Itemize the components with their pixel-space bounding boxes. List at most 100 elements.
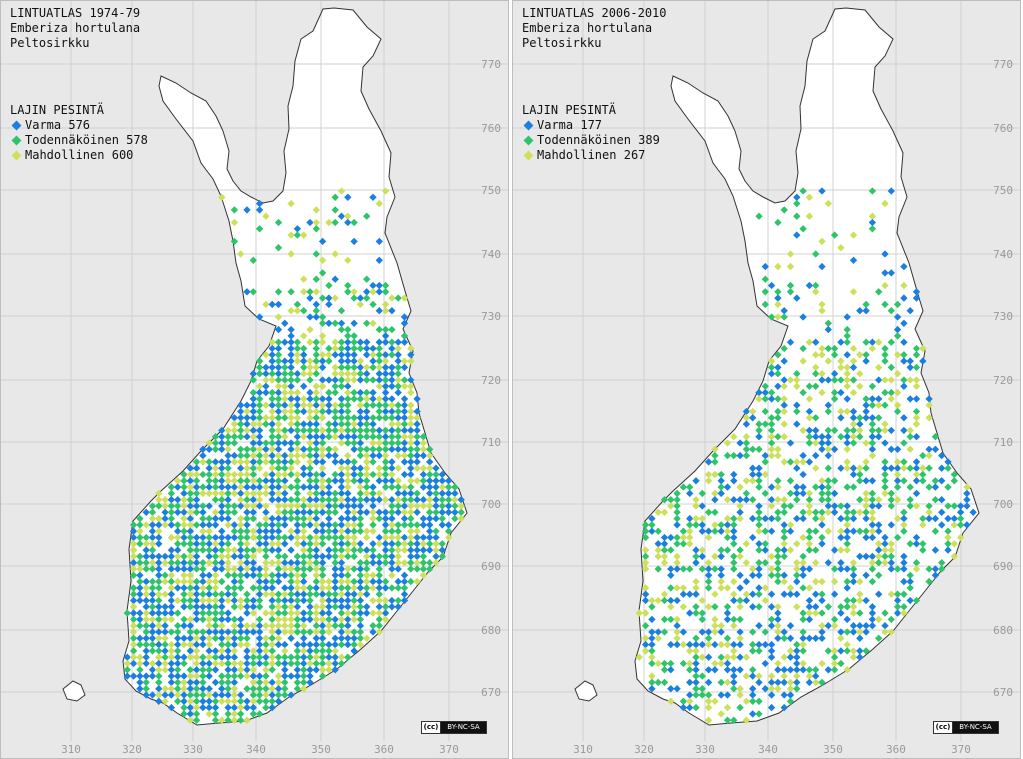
observation-dot <box>862 395 870 403</box>
observation-dot <box>805 193 814 201</box>
observation-dot <box>312 433 320 441</box>
observation-dot <box>268 376 276 384</box>
observation-dot <box>426 464 434 472</box>
observation-dot <box>893 596 902 605</box>
observation-dot <box>249 483 257 491</box>
observation-dot <box>723 634 732 642</box>
observation-dot <box>180 521 188 529</box>
observation-dot <box>274 483 283 491</box>
observation-dot <box>174 508 182 516</box>
cc-logo-icon: (cc) <box>422 722 441 733</box>
observation-dot <box>660 590 669 598</box>
observation-dot <box>931 546 940 554</box>
observation-dot <box>230 508 239 516</box>
observation-dot <box>849 414 858 422</box>
observation-dot <box>774 552 782 561</box>
observation-dot <box>300 666 308 674</box>
observation-dot <box>224 552 232 561</box>
observation-dot <box>381 603 390 611</box>
observation-dot <box>818 590 826 598</box>
observation-dot <box>717 565 725 573</box>
observation-dot <box>363 577 371 586</box>
observation-dot <box>262 559 270 567</box>
observation-dot <box>805 439 814 447</box>
observation-dot <box>363 445 371 453</box>
observation-dot <box>407 489 415 498</box>
observation-dot <box>667 584 675 592</box>
observation-dot <box>774 514 782 523</box>
observation-dot <box>799 187 807 195</box>
observation-dot <box>180 559 188 567</box>
observation-dot <box>887 546 895 554</box>
observation-dot <box>237 464 245 472</box>
observation-dot <box>818 533 826 542</box>
observation-dot <box>306 666 314 674</box>
observation-dot <box>344 433 352 441</box>
observation-dot <box>363 559 371 567</box>
observation-dot <box>300 552 308 561</box>
y-tick-label: 670 <box>481 686 501 699</box>
observation-dot <box>692 559 700 567</box>
observation-dot <box>255 697 264 705</box>
observation-dot <box>350 395 358 403</box>
observation-dot <box>830 231 839 239</box>
observation-dot <box>312 414 320 422</box>
observation-dot <box>300 470 308 479</box>
observation-dot <box>174 596 182 605</box>
observation-dot <box>805 433 814 441</box>
observation-dot <box>174 565 182 573</box>
observation-dot <box>344 483 352 491</box>
observation-dot <box>318 584 327 592</box>
observation-dot <box>224 458 232 466</box>
observation-dot <box>786 584 795 592</box>
legend-item-mahdollinen: Mahdollinen 600 <box>10 148 148 163</box>
observation-dot <box>900 414 908 422</box>
observation-dot <box>274 640 283 649</box>
observation-dot <box>812 382 820 390</box>
observation-dot <box>180 710 188 718</box>
observation-dot <box>388 433 396 441</box>
observation-dot <box>337 338 346 346</box>
observation-dot <box>767 388 776 397</box>
observation-dot <box>641 647 650 655</box>
observation-dot <box>350 615 358 624</box>
observation-dot <box>868 212 877 220</box>
observation-dot <box>293 395 302 403</box>
observation-dot <box>868 382 877 390</box>
observation-dot <box>211 496 220 504</box>
observation-dot <box>799 533 807 542</box>
observation-dot <box>274 325 283 334</box>
observation-dot <box>312 540 320 548</box>
observation-dot <box>268 370 276 378</box>
observation-dot <box>413 546 421 554</box>
observation-dot <box>218 483 226 491</box>
observation-dot <box>129 590 138 598</box>
observation-dot <box>224 483 232 491</box>
observation-dot <box>837 376 845 384</box>
license-badge[interactable]: (cc) BY-NC-SA <box>421 721 487 734</box>
observation-dot <box>300 357 308 365</box>
atlas-map-2006-2010: 310 320 330 340 350 360 370 770 760 750 740 730 720 7… <box>512 0 1021 759</box>
observation-dot <box>704 559 713 567</box>
observation-dot <box>400 577 409 586</box>
observation-dot <box>350 294 358 302</box>
observation-dot <box>255 458 264 466</box>
observation-dot <box>224 653 232 661</box>
observation-dot <box>306 401 314 409</box>
observation-dot <box>268 351 276 359</box>
observation-dot <box>255 571 264 579</box>
observation-dot <box>312 666 320 674</box>
observation-dot <box>268 338 276 346</box>
observation-dot <box>799 647 807 655</box>
observation-dot <box>394 433 402 441</box>
observation-dot <box>394 527 402 535</box>
observation-dot <box>919 464 927 472</box>
observation-dot <box>356 363 365 372</box>
license-badge[interactable]: (cc) BY-NC-SA <box>933 721 999 734</box>
observation-dot <box>717 546 725 554</box>
observation-dot <box>306 313 314 321</box>
observation-dot <box>300 565 308 573</box>
observation-dot <box>300 609 308 617</box>
observation-dot <box>180 685 188 693</box>
observation-dot <box>868 401 877 409</box>
